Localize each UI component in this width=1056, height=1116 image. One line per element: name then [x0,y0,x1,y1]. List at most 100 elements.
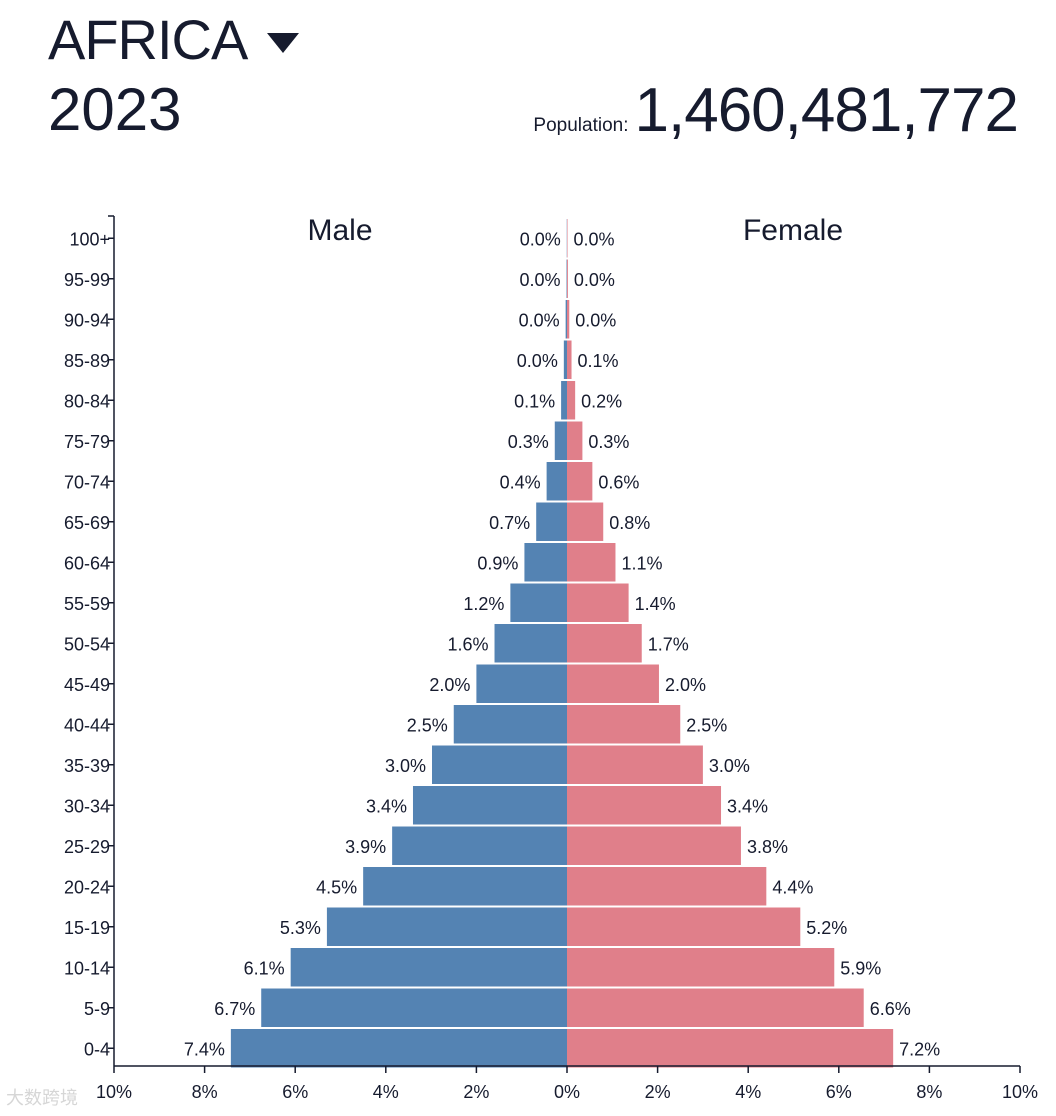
male-value-label-90-94: 0.0% [519,310,560,330]
male-bar-35-39 [432,745,567,784]
female-bar-70-74 [567,462,593,501]
female-value-label-95-99: 0.0% [574,270,615,290]
female-value-label-35-39: 3.0% [709,756,750,776]
region-selector[interactable]: AFRICA [48,8,300,72]
female-bar-100plus [567,219,568,258]
male-value-label-10-14: 6.1% [244,958,285,978]
male-bar-5-9 [261,988,567,1027]
female-bar-85-89 [567,340,572,379]
y-tick-label-55-59: 55-59 [64,594,110,614]
male-series-label: Male [307,214,372,247]
y-tick-label-95-99: 95-99 [64,270,110,290]
y-tick-label-20-24: 20-24 [64,877,110,897]
region-name[interactable]: AFRICA [48,8,248,71]
y-tick-label-15-19: 15-19 [64,918,110,938]
male-value-label-55-59: 1.2% [463,594,504,614]
male-value-label-75-79: 0.3% [508,432,549,452]
male-value-label-50-54: 1.6% [447,634,488,654]
male-bar-45-49 [476,664,567,703]
female-value-label-60-64: 1.1% [621,553,662,573]
y-tick-label-35-39: 35-39 [64,756,110,776]
y-tick-label-45-49: 45-49 [64,675,110,695]
female-bar-25-29 [567,826,741,865]
male-bar-30-34 [412,786,567,825]
female-value-label-65-69: 0.8% [609,513,650,533]
male-value-label-15-19: 5.3% [280,918,321,938]
x-tick-label: 8% [916,1082,942,1102]
female-bar-80-84 [567,381,576,420]
y-tick-label-70-74: 70-74 [64,472,110,492]
y-tick-label-30-34: 30-34 [64,796,110,816]
female-series-label: Female [743,214,843,247]
watermark: 大数跨境 [6,1088,78,1108]
male-value-label-95-99: 0.0% [520,270,561,290]
female-bar-40-44 [567,705,681,744]
female-bar-45-49 [567,664,659,703]
female-bar-55-59 [567,583,629,622]
x-tick-label: 10% [96,1082,132,1102]
male-value-label-5-9: 6.7% [214,999,255,1019]
female-value-label-45-49: 2.0% [665,675,706,695]
x-tick-label: 0% [554,1082,580,1102]
female-value-label-100plus: 0.0% [573,229,614,249]
male-value-label-20-24: 4.5% [316,877,357,897]
male-value-label-85-89: 0.0% [517,351,558,371]
y-tick-label-50-54: 50-54 [64,634,110,654]
female-bar-65-69 [567,502,604,541]
male-bar-85-89 [563,340,567,379]
female-value-label-80-84: 0.2% [581,391,622,411]
female-bar-0-4 [567,1029,894,1068]
female-bar-30-34 [567,786,722,825]
male-value-label-35-39: 3.0% [385,756,426,776]
male-value-label-45-49: 2.0% [429,675,470,695]
female-bar-90-94 [567,300,570,339]
header: AFRICA 2023 Population: 1,460,481,772 [48,8,1028,148]
male-bar-15-19 [326,907,567,946]
female-bar-10-14 [567,948,835,987]
caret-down-icon[interactable] [267,33,300,53]
female-value-label-50-54: 1.7% [648,634,689,654]
female-value-label-10-14: 5.9% [840,958,881,978]
female-value-label-40-44: 2.5% [686,715,727,735]
female-bar-5-9 [567,988,864,1027]
female-bar-35-39 [567,745,703,784]
y-tick-label-80-84: 80-84 [64,391,110,411]
male-bar-0-4 [230,1029,567,1068]
female-value-label-5-9: 6.6% [870,999,911,1019]
y-tick-label-90-94: 90-94 [64,310,110,330]
male-bar-55-59 [510,583,567,622]
x-tick-label: 8% [192,1082,218,1102]
male-bar-60-64 [524,543,567,582]
female-value-label-90-94: 0.0% [575,310,616,330]
male-bar-80-84 [561,381,567,420]
x-tick-label: 6% [826,1082,852,1102]
population-label: Population: [533,115,629,136]
male-value-label-30-34: 3.4% [366,796,407,816]
male-value-label-80-84: 0.1% [514,391,555,411]
male-value-label-40-44: 2.5% [407,715,448,735]
y-tick-label-65-69: 65-69 [64,513,110,533]
male-value-label-0-4: 7.4% [184,1039,225,1059]
y-tick-label-75-79: 75-79 [64,432,110,452]
male-bar-25-29 [392,826,567,865]
male-bar-95-99 [566,259,568,298]
x-tick-label: 4% [373,1082,399,1102]
x-tick-label: 2% [463,1082,489,1102]
x-tick-label: 2% [645,1082,671,1102]
male-value-label-25-29: 3.9% [345,837,386,857]
female-bar-60-64 [567,543,616,582]
female-bar-15-19 [567,907,801,946]
female-bar-95-99 [567,259,568,298]
female-bar-50-54 [567,624,642,663]
male-value-label-60-64: 0.9% [477,553,518,573]
female-value-label-55-59: 1.4% [635,594,676,614]
y-tick-label-40-44: 40-44 [64,715,110,735]
female-value-label-30-34: 3.4% [727,796,768,816]
y-tick-label-60-64: 60-64 [64,553,110,573]
female-value-label-15-19: 5.2% [806,918,847,938]
y-tick-label-100plus: 100+ [69,229,110,249]
female-value-label-70-74: 0.6% [598,472,639,492]
y-tick-label-0-4: 0-4 [84,1039,110,1059]
male-value-label-65-69: 0.7% [489,513,530,533]
y-tick-label-25-29: 25-29 [64,837,110,857]
